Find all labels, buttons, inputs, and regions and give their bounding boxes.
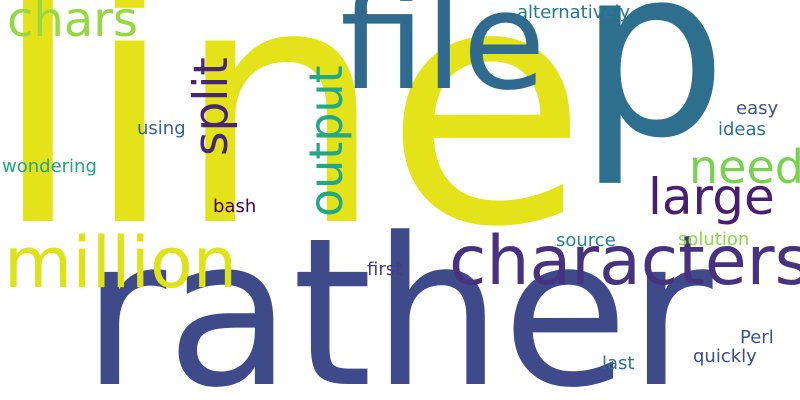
word-p: p <box>578 0 728 190</box>
word-source: source <box>556 230 616 251</box>
word-file: file <box>340 0 546 120</box>
word-million: million <box>4 222 238 304</box>
word-last: last <box>602 353 635 374</box>
word-ideas: ideas <box>718 119 766 140</box>
word-large: large <box>648 168 775 226</box>
word-chars: chars <box>7 0 138 48</box>
word-bash: bash <box>213 196 257 217</box>
word-quickly: quickly <box>693 346 757 367</box>
word-easy: easy <box>736 98 779 119</box>
word-output: output <box>299 65 353 217</box>
word-Perl: Perl <box>740 327 774 348</box>
word-wondering: wondering <box>2 156 97 177</box>
word-solution: solution <box>678 229 750 250</box>
word-split: split <box>184 57 239 156</box>
word-alternatively: alternatively <box>517 2 631 23</box>
word-need: need <box>689 140 800 194</box>
word-line: line <box>0 0 588 299</box>
word-first: first <box>367 259 403 280</box>
word-rather: rather <box>82 195 713 400</box>
word-characters: characters <box>449 222 800 301</box>
word-using: using <box>137 118 186 139</box>
